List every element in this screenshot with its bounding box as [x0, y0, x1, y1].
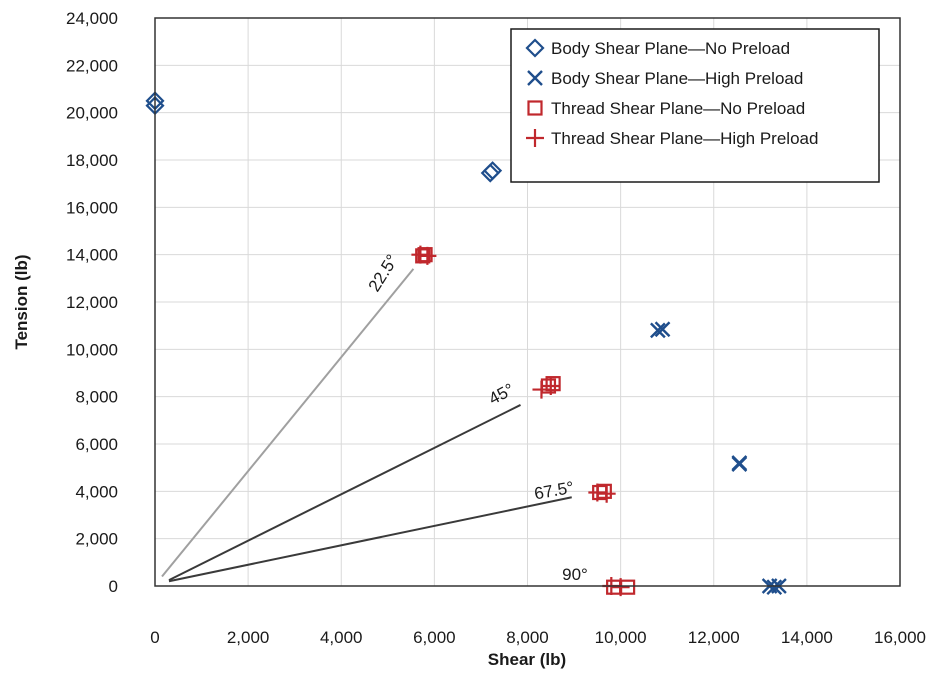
reference-line-label: 90° — [562, 565, 588, 584]
y-tick-labels: 0 2,000 4,000 6,000 8,000 10,000 12,000 14,000 1… — [66, 9, 118, 596]
y-tick-label: 4,000 — [75, 482, 118, 501]
y-tick-label: 22,000 — [66, 56, 118, 75]
x-tick-labels: 0 2,000 4,000 6,000 8,000 10,000 12,000 14,000 1… — [150, 628, 926, 647]
reference-line — [161, 268, 415, 578]
legend-label: Body Shear Plane—No Preload — [551, 39, 790, 58]
data-point — [418, 246, 437, 265]
data-point — [654, 321, 671, 338]
data-point — [597, 484, 616, 503]
legend: Body Shear Plane—No Preload Body Shear Pl… — [510, 28, 880, 183]
y-tick-label: 8,000 — [75, 388, 118, 407]
y-tick-label: 20,000 — [66, 104, 118, 123]
data-point — [611, 578, 630, 597]
data-point — [541, 377, 560, 396]
legend-box — [510, 28, 880, 183]
legend-label: Thread Shear Plane—High Preload — [551, 129, 818, 148]
legend-marker — [526, 129, 544, 147]
gridlines — [155, 18, 900, 586]
x-tick-label: 8,000 — [506, 628, 549, 647]
y-axis-title: Tension (lb) — [12, 254, 31, 349]
data-point — [650, 322, 666, 339]
legend-marker — [527, 100, 543, 116]
y-tick-label: 0 — [109, 577, 118, 596]
legend-label: Body Shear Plane—High Preload — [551, 69, 803, 88]
legend-marker — [525, 38, 545, 58]
x-tick-label: 2,000 — [227, 628, 270, 647]
data-point — [731, 456, 748, 472]
x-axis-title: Shear (lb) — [488, 650, 566, 669]
y-tick-label: 16,000 — [66, 198, 118, 217]
reference-line — [168, 496, 572, 583]
data-point — [532, 380, 551, 399]
x-tick-label: 12,000 — [688, 628, 740, 647]
x-tick-label: 4,000 — [320, 628, 363, 647]
x-tick-label: 6,000 — [413, 628, 456, 647]
legend-marker — [527, 70, 543, 86]
data-point — [766, 579, 783, 596]
x-tick-label: 10,000 — [595, 628, 647, 647]
data-point — [588, 483, 607, 502]
y-tick-label: 18,000 — [66, 151, 118, 170]
data-points — [145, 91, 787, 597]
x-tick-label: 16,000 — [874, 628, 926, 647]
y-tick-label: 10,000 — [66, 340, 118, 359]
y-tick-label: 14,000 — [66, 246, 118, 265]
data-point — [545, 376, 561, 392]
legend-label: Thread Shear Plane—No Preload — [551, 99, 805, 118]
y-tick-label: 2,000 — [75, 530, 118, 549]
reference-line — [168, 404, 521, 581]
y-tick-label: 12,000 — [66, 293, 118, 312]
y-tick-label: 24,000 — [66, 9, 118, 28]
data-point — [483, 161, 503, 181]
y-tick-label: 6,000 — [75, 435, 118, 454]
x-tick-label: 0 — [150, 628, 159, 647]
plot-border — [154, 17, 901, 587]
x-tick-label: 14,000 — [781, 628, 833, 647]
